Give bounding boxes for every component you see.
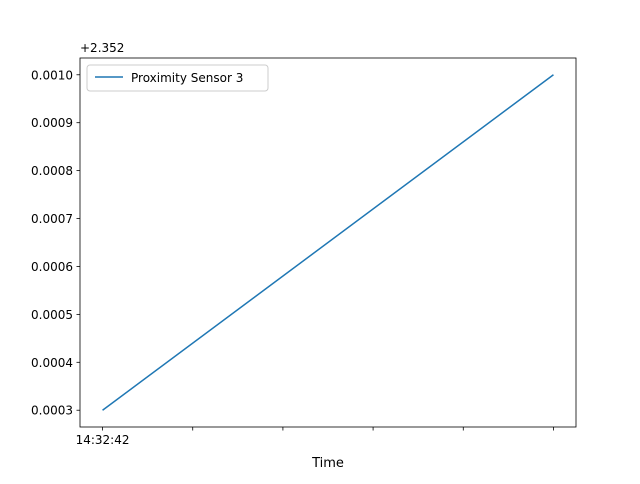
series-layer <box>102 74 554 411</box>
legend-box <box>86 64 269 92</box>
y-tick-label: 0.0003 <box>31 404 73 418</box>
y-tick-label: 0.0010 <box>31 68 73 82</box>
y-tick-label: 0.0004 <box>31 356 73 370</box>
legend-label: Proximity Sensor 3 <box>131 71 243 85</box>
y-axis: 0.0003 0.0004 0.0005 0.0006 0.0007 0.0008 0.00… <box>31 68 80 418</box>
y-tick-label: 0.0006 <box>31 260 73 274</box>
y-tick-label: 0.0007 <box>31 212 73 226</box>
plot-frame <box>79 57 577 428</box>
legend: Proximity Sensor 3 <box>86 64 269 92</box>
x-axis-label: Time <box>311 456 344 471</box>
y-tick-label: 0.0008 <box>31 164 73 178</box>
x-axis: 14:32:42 <box>76 427 554 447</box>
y-offset-label: +2.352 <box>80 41 124 55</box>
y-tick-label: 0.0005 <box>31 308 73 322</box>
series-line-proximity-sensor-3 <box>102 74 554 411</box>
x-tick-label: 14:32:42 <box>76 433 130 447</box>
y-tick-label: 0.0009 <box>31 116 73 130</box>
